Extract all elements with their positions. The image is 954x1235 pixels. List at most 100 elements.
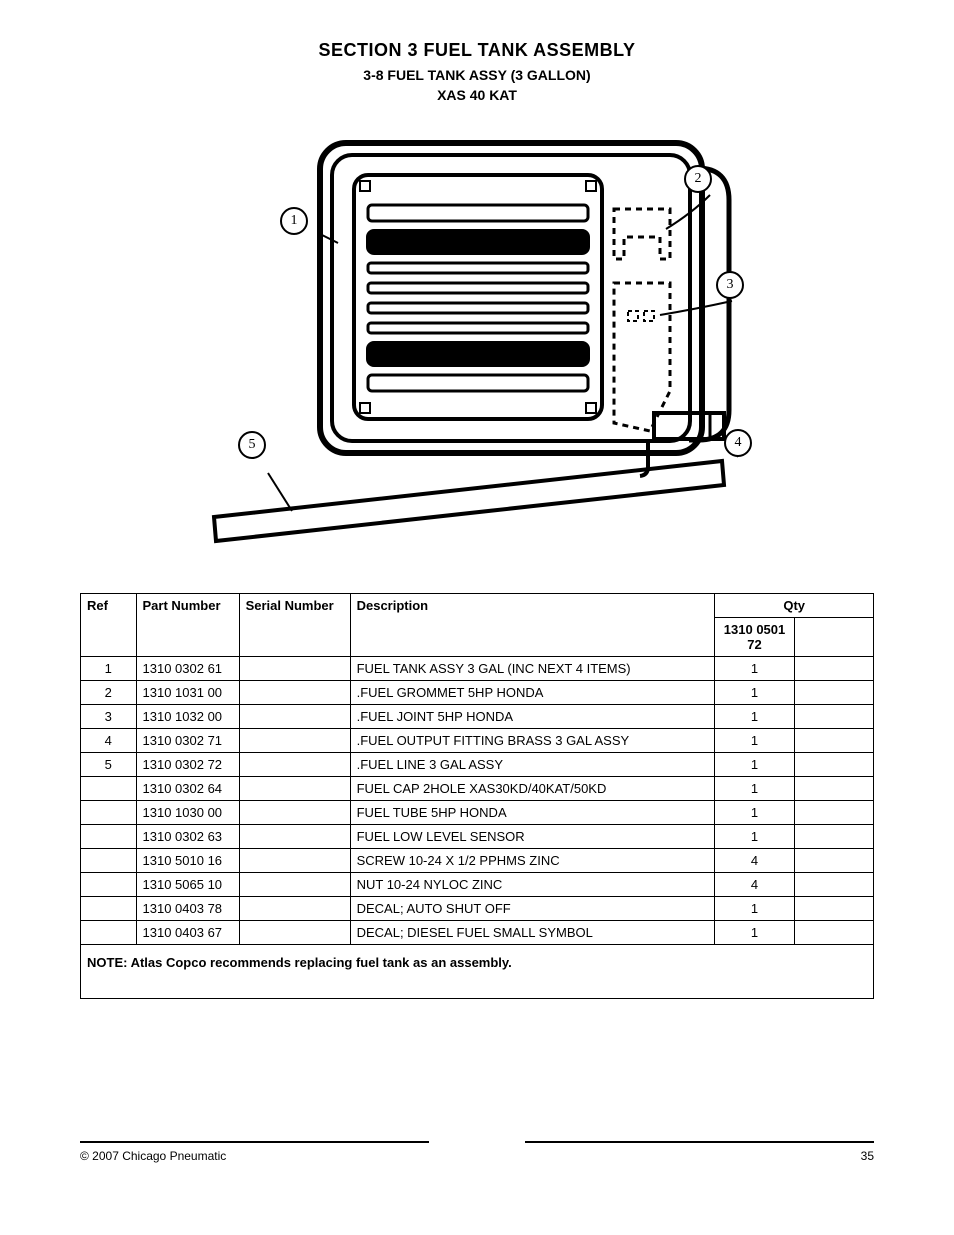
cell-qty: 1 (715, 921, 794, 945)
cell-qty (794, 729, 873, 753)
model-line: XAS 40 KAT (80, 87, 874, 103)
cell-qty: 1 (715, 753, 794, 777)
cell-desc: FUEL TANK ASSY 3 GAL (INC NEXT 4 ITEMS) (350, 657, 715, 681)
cell-part: 1310 0302 61 (136, 657, 239, 681)
cell-qty: 1 (715, 825, 794, 849)
cell-qty (794, 705, 873, 729)
cell-desc: SCREW 10-24 X 1/2 PPHMS ZINC (350, 849, 715, 873)
table-row: 1310 1030 00FUEL TUBE 5HP HONDA1 (81, 801, 874, 825)
cell-qty: 1 (715, 777, 794, 801)
cell-part: 1310 5010 16 (136, 849, 239, 873)
th-desc: Description (350, 594, 715, 657)
cell-serial (239, 897, 350, 921)
cell-serial (239, 681, 350, 705)
footer-copyright: © 2007 Chicago Pneumatic (80, 1149, 226, 1163)
cell-ref: 4 (81, 729, 137, 753)
cell-qty: 1 (715, 897, 794, 921)
table-note-row: NOTE: Atlas Copco recommends replacing f… (81, 945, 874, 999)
cell-ref (81, 849, 137, 873)
cell-qty: 1 (715, 681, 794, 705)
cell-ref (81, 921, 137, 945)
th-qty: Qty (715, 594, 874, 618)
cell-serial (239, 801, 350, 825)
cell-serial (239, 849, 350, 873)
table-note: NOTE: Atlas Copco recommends replacing f… (81, 945, 874, 999)
cell-part: 1310 1030 00 (136, 801, 239, 825)
table-row: 31310 1032 00 .FUEL JOINT 5HP HONDA1 (81, 705, 874, 729)
cell-ref (81, 873, 137, 897)
cell-ref (81, 825, 137, 849)
cell-qty (794, 825, 873, 849)
cell-qty (794, 897, 873, 921)
th-qty-b (794, 618, 873, 657)
cell-qty: 1 (715, 801, 794, 825)
cell-desc: .FUEL OUTPUT FITTING BRASS 3 GAL ASSY (350, 729, 715, 753)
cell-part: 1310 0302 63 (136, 825, 239, 849)
table-row: 21310 1031 00 .FUEL GROMMET 5HP HONDA1 (81, 681, 874, 705)
table-row: 1310 0302 64 FUEL CAP 2HOLE XAS30KD/40KAT… (81, 777, 874, 801)
cell-desc: .FUEL JOINT 5HP HONDA (350, 705, 715, 729)
cell-ref (81, 801, 137, 825)
cell-serial (239, 777, 350, 801)
cell-qty (794, 777, 873, 801)
table-row: 1310 5010 16 SCREW 10-24 X 1/2 PPHMS ZINC… (81, 849, 874, 873)
cell-ref: 2 (81, 681, 137, 705)
cell-desc: FUEL CAP 2HOLE XAS30KD/40KAT/50KD (350, 777, 715, 801)
page-title: SECTION 3 FUEL TANK ASSEMBLY (80, 40, 874, 61)
table-row: 1310 5065 10 NUT 10-24 NYLOC ZINC4 (81, 873, 874, 897)
cell-ref: 5 (81, 753, 137, 777)
cell-desc: FUEL LOW LEVEL SENSOR (350, 825, 715, 849)
table-row: 51310 0302 72 .FUEL LINE 3 GAL ASSY1 (81, 753, 874, 777)
cell-qty (794, 753, 873, 777)
cell-serial (239, 825, 350, 849)
cell-qty: 1 (715, 657, 794, 681)
cell-qty (794, 657, 873, 681)
cell-part: 1310 0403 67 (136, 921, 239, 945)
cell-qty (794, 801, 873, 825)
table-row: 1310 0403 78 DECAL; AUTO SHUT OFF1 (81, 897, 874, 921)
page-footer: © 2007 Chicago Pneumatic 35 (80, 1145, 874, 1175)
cell-serial (239, 753, 350, 777)
parts-diagram: 1 2 3 4 5 (162, 113, 792, 583)
th-ref: Ref (81, 594, 137, 657)
cell-ref: 1 (81, 657, 137, 681)
cell-part: 1310 0302 64 (136, 777, 239, 801)
cell-desc: .FUEL GROMMET 5HP HONDA (350, 681, 715, 705)
section-subtitle: 3-8 FUEL TANK ASSY (3 GALLON) (80, 67, 874, 83)
cell-ref: 3 (81, 705, 137, 729)
cell-qty: 4 (715, 873, 794, 897)
cell-desc: NUT 10-24 NYLOC ZINC (350, 873, 715, 897)
table-row: 1310 0403 67 DECAL; DIESEL FUEL SMALL SYM… (81, 921, 874, 945)
cell-qty: 1 (715, 705, 794, 729)
cell-qty: 4 (715, 849, 794, 873)
callout-5: 5 (238, 431, 266, 459)
cell-desc: DECAL; AUTO SHUT OFF (350, 897, 715, 921)
cell-part: 1310 0403 78 (136, 897, 239, 921)
cell-serial (239, 657, 350, 681)
cell-serial (239, 729, 350, 753)
cell-part: 1310 1031 00 (136, 681, 239, 705)
th-part: Part Number (136, 594, 239, 657)
parts-table: Ref Part Number Serial Number Descriptio… (80, 593, 874, 999)
cell-desc: DECAL; DIESEL FUEL SMALL SYMBOL (350, 921, 715, 945)
cell-part: 1310 5065 10 (136, 873, 239, 897)
callout-2: 2 (684, 165, 712, 193)
callout-3: 3 (716, 271, 744, 299)
cell-desc: .FUEL LINE 3 GAL ASSY (350, 753, 715, 777)
cell-serial (239, 873, 350, 897)
cell-part: 1310 0302 71 (136, 729, 239, 753)
cell-qty (794, 849, 873, 873)
th-qty-a: 1310 0501 72 (715, 618, 794, 657)
table-row: 11310 0302 61FUEL TANK ASSY 3 GAL (INC N… (81, 657, 874, 681)
cell-qty (794, 681, 873, 705)
th-serial: Serial Number (239, 594, 350, 657)
cell-ref (81, 897, 137, 921)
cell-qty: 1 (715, 729, 794, 753)
cell-ref (81, 777, 137, 801)
table-row: 1310 0302 63 FUEL LOW LEVEL SENSOR1 (81, 825, 874, 849)
callout-4: 4 (724, 429, 752, 457)
callout-1: 1 (280, 207, 308, 235)
table-row: 41310 0302 71 .FUEL OUTPUT FITTING BRASS … (81, 729, 874, 753)
cell-part: 1310 0302 72 (136, 753, 239, 777)
cell-part: 1310 1032 00 (136, 705, 239, 729)
